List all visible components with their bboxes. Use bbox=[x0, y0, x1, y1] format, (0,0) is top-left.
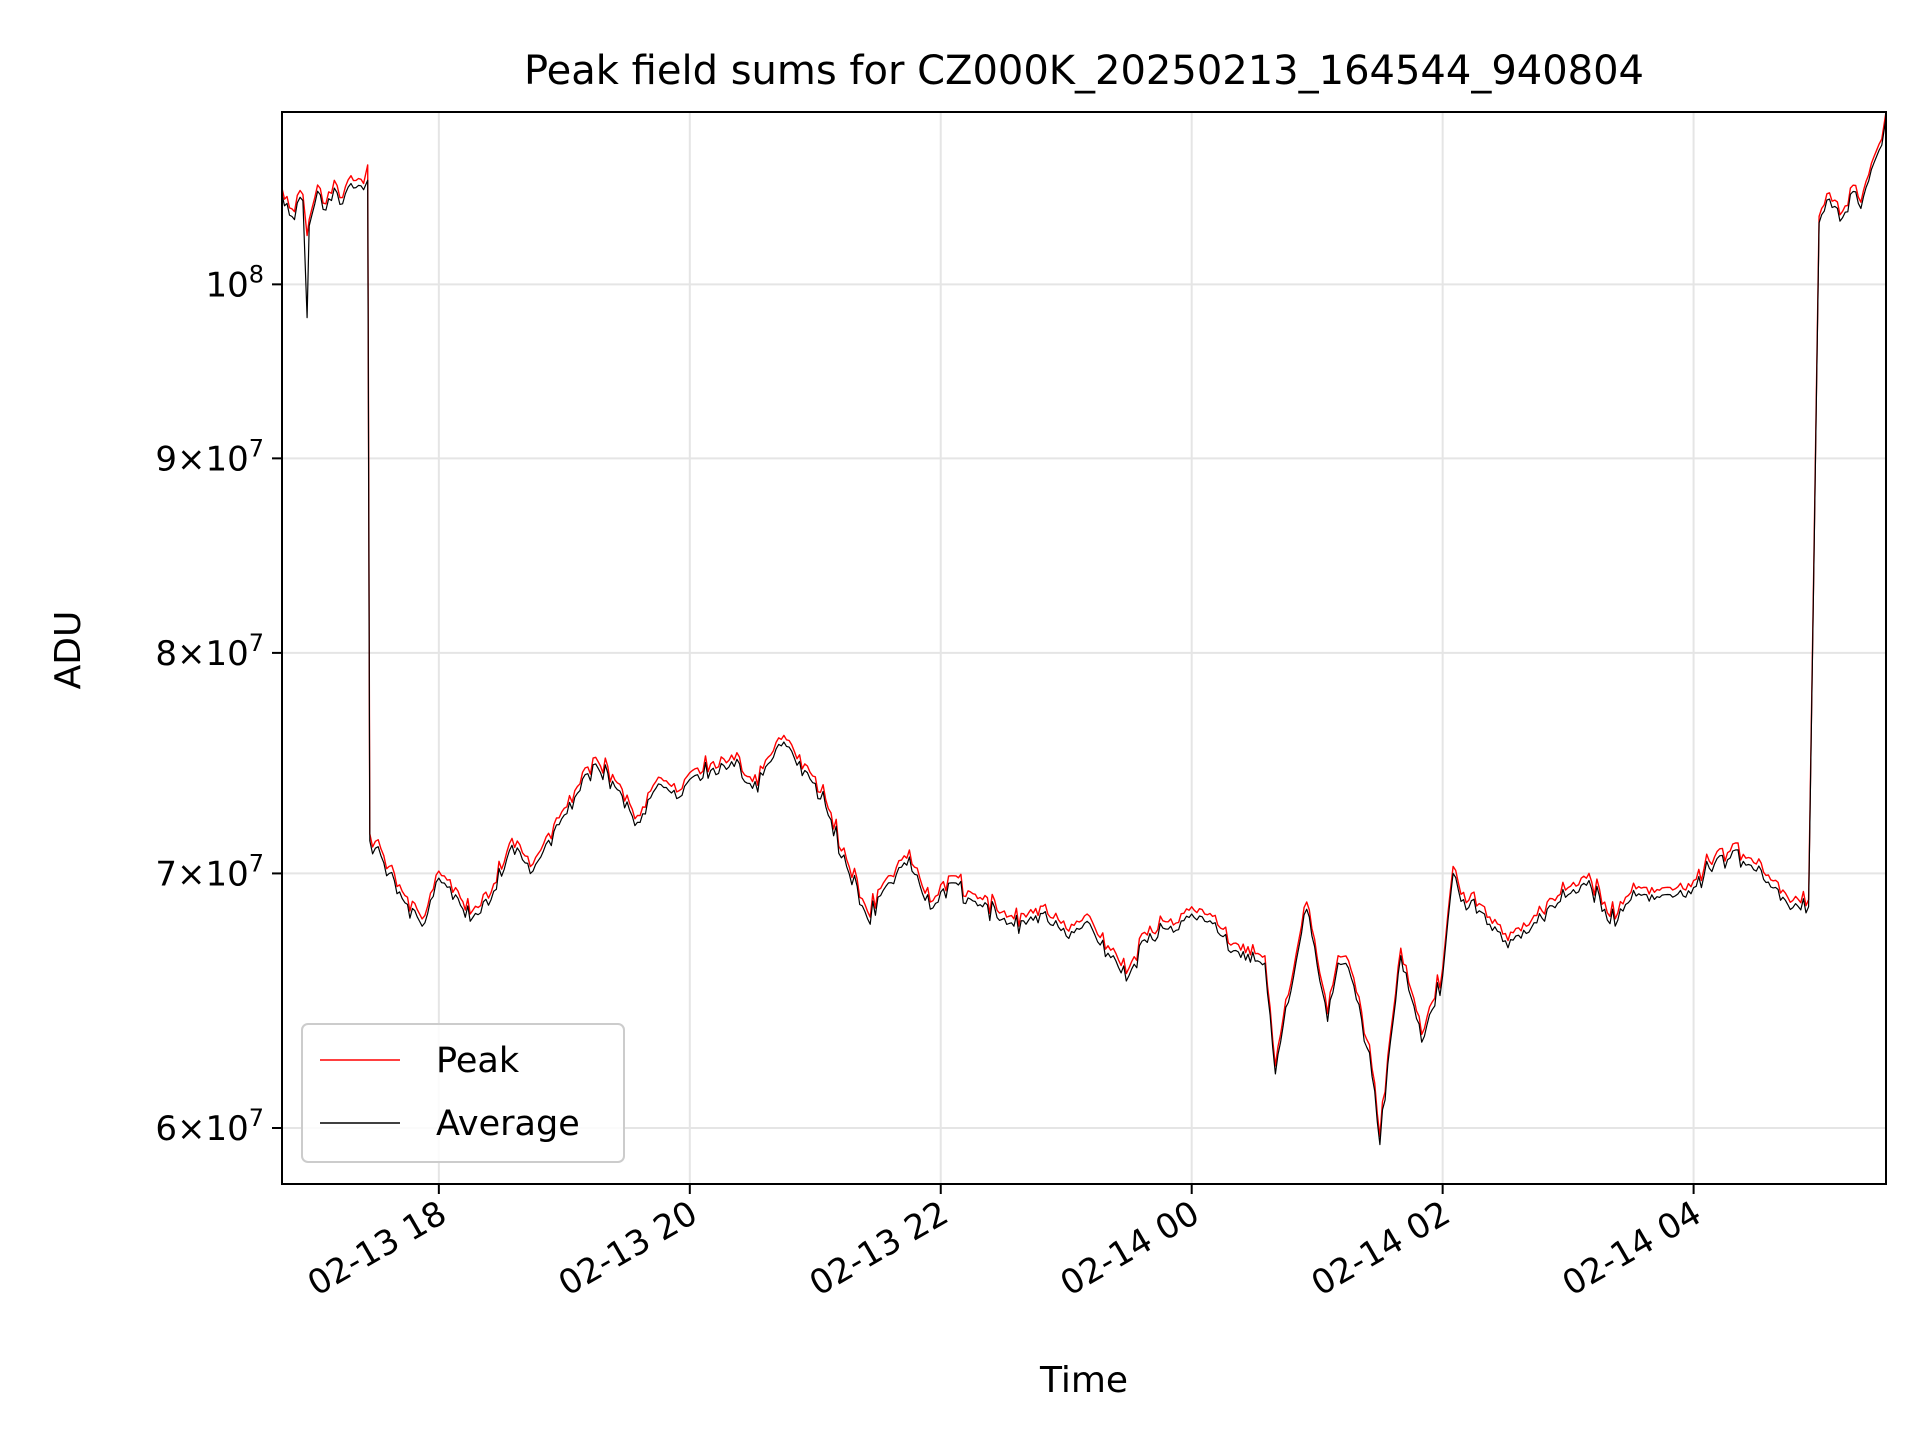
chart-title: Peak field sums for CZ000K_20250213_1645… bbox=[524, 48, 1644, 94]
y-axis: 6×107 7×107 8×107 9×107 108 bbox=[155, 260, 282, 1149]
y-tick-label: 7×107 bbox=[155, 849, 264, 894]
y-tick-label: 108 bbox=[205, 260, 264, 305]
legend: Peak Average bbox=[301, 1023, 625, 1163]
y-axis-label: ADU bbox=[48, 611, 89, 690]
x-axis-label: Time bbox=[1039, 1360, 1128, 1401]
y-tick-label: 8×107 bbox=[155, 629, 264, 674]
series-line-peak bbox=[282, 112, 1886, 1137]
y-tick-label: 6×107 bbox=[155, 1104, 264, 1149]
legend-peak-label: Peak bbox=[436, 1041, 520, 1081]
legend-average-label: Average bbox=[436, 1104, 580, 1144]
y-tick-label: 9×107 bbox=[155, 434, 264, 479]
series-layer bbox=[282, 112, 1886, 1146]
series-line-average bbox=[282, 117, 1886, 1146]
plot-frame bbox=[281, 111, 1887, 1185]
legend-box bbox=[301, 1023, 625, 1163]
